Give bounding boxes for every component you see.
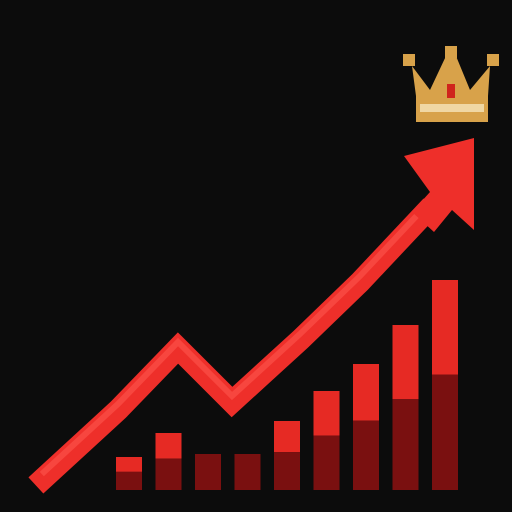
bar-base-4	[234, 454, 261, 490]
bar-top-8	[392, 325, 419, 400]
bar-top-7	[353, 364, 379, 421]
bar-top-1	[116, 457, 142, 472]
bar-base-5	[274, 452, 300, 490]
bar-base-3	[195, 454, 221, 490]
arrow-shaft	[28, 198, 440, 494]
bar-base-6	[313, 435, 340, 490]
bar-base-7	[353, 420, 379, 490]
bars-group	[116, 280, 458, 490]
bar-top-5	[274, 421, 300, 453]
crown-points	[412, 56, 490, 96]
crown-icon	[403, 46, 499, 122]
crown-ball	[445, 46, 457, 58]
crown-jewel	[447, 84, 455, 98]
arrow-shaft-highlight	[39, 203, 429, 477]
arrow-head	[404, 138, 474, 232]
bar-top-9	[432, 280, 458, 375]
bar-base-1	[116, 471, 142, 490]
crown-band	[420, 104, 484, 112]
crown-ball	[403, 54, 415, 66]
bar-top-6	[313, 391, 340, 436]
bar-base-2	[155, 458, 182, 490]
bar-base-9	[432, 374, 458, 490]
bar-top-2	[155, 433, 182, 459]
trend-up-arrow-icon	[28, 138, 474, 494]
crown-ball	[487, 54, 499, 66]
bar-base-8	[392, 399, 419, 490]
